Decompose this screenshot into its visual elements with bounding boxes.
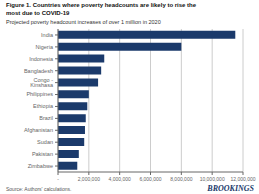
- svg-text:8,000,000: 8,000,000: [170, 176, 192, 182]
- svg-text:Indonesia: Indonesia: [29, 56, 54, 62]
- html-text:most due to COVID-19: most due to COVID-19: [6, 9, 70, 16]
- svg-text:2,000,000: 2,000,000: [78, 176, 100, 182]
- svg-text:Brazil: Brazil: [39, 115, 53, 121]
- html-text:Figure 1. Countries where pove: Figure 1. Countries where poverty headco…: [6, 2, 197, 8]
- svg-text:Afghanistan: Afghanistan: [24, 127, 53, 133]
- svg-text:Nigeria: Nigeria: [36, 44, 54, 50]
- svg-text:Sudan: Sudan: [37, 139, 53, 145]
- svg-text:Philippines: Philippines: [26, 91, 53, 97]
- svg-text:Bangladesh: Bangladesh: [24, 68, 53, 74]
- svg-text:Ethiopia: Ethiopia: [33, 103, 54, 109]
- svg-text:Zimbabwe: Zimbabwe: [28, 163, 53, 169]
- html-text:Source: Authors' calculations.: Source: Authors' calculations.: [6, 186, 72, 192]
- html-text:Projected poverty headcount in: Projected poverty headcount increases of…: [6, 19, 161, 25]
- svg-text:4,000,000: 4,000,000: [109, 176, 131, 182]
- svg-text:Pakistan: Pakistan: [32, 151, 53, 157]
- svg-text:10,000,000: 10,000,000: [200, 176, 225, 182]
- svg-text:India: India: [41, 32, 54, 38]
- svg-text:Congo -Kinshasa: Congo -Kinshasa: [30, 77, 54, 89]
- svg-text:-: -: [57, 176, 59, 182]
- svg-text:6,000,000: 6,000,000: [139, 176, 161, 182]
- svg-text:12,000,000: 12,000,000: [230, 176, 251, 182]
- html-text:BROOKINGS: BROOKINGS: [207, 184, 254, 193]
